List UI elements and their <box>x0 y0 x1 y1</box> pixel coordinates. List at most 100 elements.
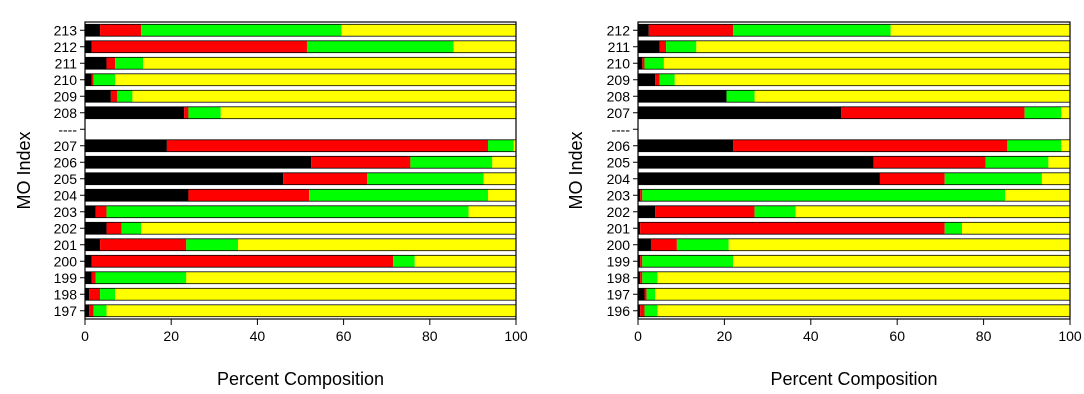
bar-row-205 <box>84 172 517 186</box>
bar-segment-red <box>100 238 187 251</box>
y-tick-label: 197 <box>54 303 78 319</box>
y-tick-label: 207 <box>54 138 78 154</box>
bar-segment-red <box>283 172 368 185</box>
bar-segment-yellow <box>663 57 1070 70</box>
bar-segment-black <box>638 73 656 86</box>
bar-segment-yellow <box>1005 189 1070 202</box>
bar-segment-yellow <box>220 106 517 119</box>
bar-segment-yellow <box>238 238 516 251</box>
y-tick-label: 210 <box>54 72 78 88</box>
y-tick-label: 204 <box>607 171 631 187</box>
y-tick-label: 206 <box>54 154 78 170</box>
bar-segment-green <box>644 304 658 317</box>
bar-segment-black <box>638 288 645 301</box>
bar-segment-red <box>106 222 122 235</box>
bar-row-202 <box>84 221 517 235</box>
bar-segment-black <box>638 106 842 119</box>
plot-frame <box>84 21 517 320</box>
y-tick-label: 210 <box>607 55 631 71</box>
bar-segment-green <box>367 172 484 185</box>
bar-row-210 <box>637 56 1071 70</box>
bar-segment-red <box>650 238 677 251</box>
bar-row-207 <box>637 106 1071 120</box>
bar-segment-green <box>676 238 729 251</box>
bar-row-210 <box>84 73 517 87</box>
bar-segment-yellow <box>696 40 1070 53</box>
bar-segment-black <box>85 304 90 317</box>
plot-frame <box>637 21 1071 320</box>
bar-segment-yellow <box>483 172 516 185</box>
bar-row-206 <box>84 155 517 169</box>
bar-segment-red <box>648 24 734 37</box>
x-tick-label: 0 <box>81 328 89 344</box>
bar-row-209 <box>84 89 517 103</box>
bar-segment-black <box>85 238 101 251</box>
bar-segment-black <box>85 73 92 86</box>
bar-segment-black <box>638 205 656 218</box>
bar-segment-red <box>642 57 645 70</box>
bar-segment-green <box>642 255 734 268</box>
bar-segment-black <box>85 255 92 268</box>
bar-segment-red <box>91 40 307 53</box>
bar-segment-red <box>733 139 1008 152</box>
bar-segment-yellow <box>106 304 517 317</box>
bar-segment-yellow <box>468 205 516 218</box>
bar-row-198 <box>84 287 517 301</box>
bar-segment-green <box>100 288 116 301</box>
bar-segment-yellow <box>453 40 516 53</box>
bar-segment-red <box>188 189 310 202</box>
bar-segment-black <box>638 40 660 53</box>
bar-segment-yellow <box>890 24 1070 37</box>
bar-segment-yellow <box>728 238 1070 251</box>
bar-segment-green <box>985 156 1049 169</box>
bar-segment-green <box>93 73 116 86</box>
bar-segment-yellow <box>341 24 516 37</box>
bar-segment-black <box>638 189 641 202</box>
bar-segment-black <box>85 205 96 218</box>
bar-row-199 <box>84 271 517 285</box>
y-tick-label: 206 <box>607 138 631 154</box>
bar-segment-green <box>754 205 796 218</box>
x-tick-label: 40 <box>250 328 266 344</box>
bar-segment-black <box>85 288 90 301</box>
bar-segment-red <box>644 288 647 301</box>
bar-segment-yellow <box>1048 156 1070 169</box>
bar-segment-green <box>733 24 891 37</box>
bar-segment-red <box>640 255 643 268</box>
bar-segment-black <box>638 255 641 268</box>
bar-segment-black <box>85 24 101 37</box>
bar-segment-black <box>85 172 284 185</box>
x-tick-label: 100 <box>504 328 528 344</box>
bar-segment-black <box>638 172 880 185</box>
bar-segment-yellow <box>657 304 1070 317</box>
bar-segment-green <box>106 205 469 218</box>
bar-segment-red <box>640 222 945 235</box>
bar-segment-green <box>1024 106 1062 119</box>
y-tick-label: 200 <box>54 253 78 269</box>
bar-segment-green <box>309 189 488 202</box>
bar-segment-yellow <box>754 90 1070 103</box>
bar-segment-red <box>655 73 660 86</box>
panel-2: 212211210209208207----206205204203202201… <box>566 21 1082 389</box>
y-tick-label: ---- <box>611 121 630 137</box>
y-tick-label: 209 <box>54 88 78 104</box>
y-tick-label: 198 <box>54 286 78 302</box>
bar-row-197 <box>84 304 517 318</box>
y-tick-label: 211 <box>55 55 78 71</box>
bar-row-209 <box>637 73 1071 87</box>
y-tick-label: 203 <box>54 204 78 220</box>
bar-row-196 <box>637 304 1071 318</box>
bar-row-204 <box>84 188 517 202</box>
y-tick-label: 213 <box>54 22 78 38</box>
y-tick-label: 201 <box>607 220 631 236</box>
bar-segment-green <box>642 189 1006 202</box>
bar-segment-yellow <box>657 271 1070 284</box>
bar-segment-yellow <box>1061 139 1070 152</box>
bar-segment-black <box>638 156 874 169</box>
bar-row-200 <box>637 238 1071 252</box>
bar-row-212 <box>637 23 1071 37</box>
bar-segment-yellow <box>487 189 516 202</box>
y-axis-title: MO Index <box>566 131 586 209</box>
bar-segment-green <box>487 139 514 152</box>
